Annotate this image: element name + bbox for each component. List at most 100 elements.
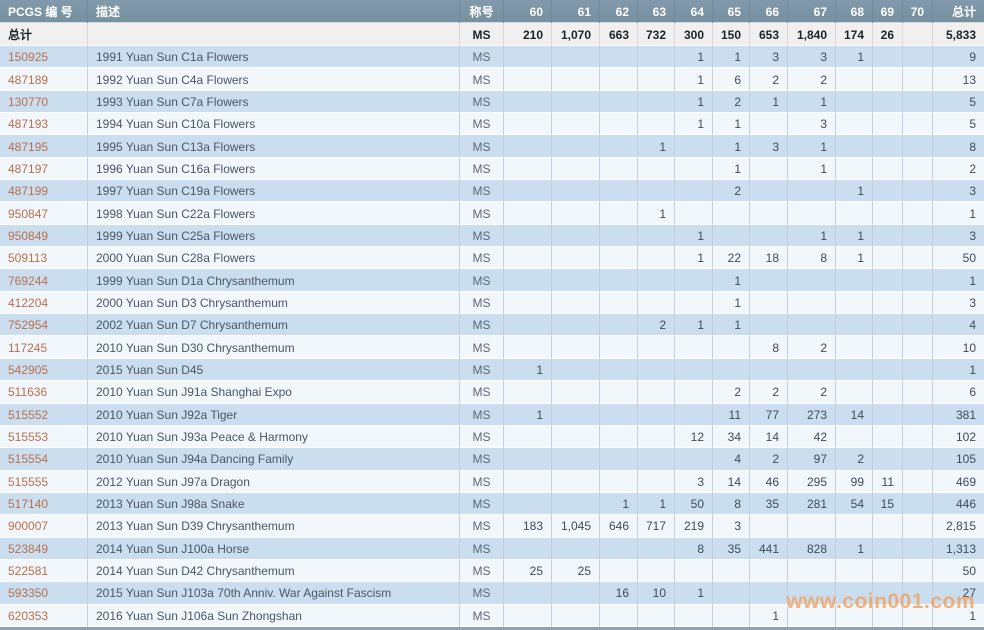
grade-68-count [836,291,873,315]
designation: MS [460,470,504,493]
totals-designation: MS [460,23,504,46]
pcgs-number-link[interactable]: 487197 [8,161,49,176]
grade-70-count [903,157,933,181]
pcgs-number-link[interactable]: 487193 [8,117,49,132]
pcgs-number-link[interactable]: 950847 [8,206,49,221]
grade-62-count [600,269,638,292]
table-row: 950847 1998 Yuan Sun C22a Flowers MS 1 1 [0,202,984,225]
coin-description: 2010 Yuan Sun J91a Shanghai Expo [88,381,460,404]
header-grade-67: 67 [788,0,836,23]
grade-63-count [638,90,675,114]
header-grade-62: 62 [600,0,638,23]
grade-61-count [552,46,600,69]
grade-65-count [713,604,750,627]
pcgs-number-link[interactable]: 593350 [8,586,49,601]
grade-60-count: 1 [504,403,552,426]
pcgs-number-link[interactable]: 769244 [8,273,49,288]
table-row: 515555 2012 Yuan Sun J97a Dragon MS 3 14… [0,470,984,493]
grade-62-count [600,403,638,426]
designation: MS [460,381,504,404]
grade-67-count: 1 [788,90,836,114]
grade-65-count: 11 [713,403,750,426]
pcgs-number-link[interactable]: 130770 [8,94,49,109]
pcgs-number-link[interactable]: 515553 [8,430,49,445]
table-row: 523849 2014 Yuan Sun J100a Horse MS 8 35… [0,537,984,560]
grade-60-count [504,180,552,203]
grade-68-count: 1 [836,247,873,270]
grade-70-count [903,425,933,449]
coin-description: 1997 Yuan Sun C19a Flowers [88,180,460,203]
pcgs-number-link[interactable]: 522581 [8,564,49,579]
grade-65-count [713,202,750,225]
header-grade-68: 68 [836,0,873,23]
grade-61-count [552,113,600,136]
grade-64-count [675,291,713,315]
table-row: 117245 2010 Yuan Sun D30 Chrysanthemum M… [0,336,984,359]
grade-69-count [873,157,903,181]
pcgs-number-link[interactable]: 620353 [8,608,49,623]
pcgs-number-link[interactable]: 487195 [8,139,49,154]
designation: MS [460,90,504,114]
grade-70-count [903,492,933,516]
pcgs-number-link[interactable]: 117245 [8,340,48,355]
pcgs-number-link[interactable]: 515552 [8,407,49,422]
pcgs-number-link[interactable]: 150925 [8,50,49,65]
grade-65-count [713,224,750,248]
pcgs-number-link[interactable]: 752954 [8,318,49,333]
pcgs-number-link[interactable]: 900007 [8,519,49,534]
pcgs-number-cell: 150925 [0,46,88,69]
grade-61-count [552,537,600,560]
grade-62-count [600,358,638,382]
designation: MS [460,68,504,91]
pcgs-number-link[interactable]: 523849 [8,541,49,556]
grade-61-count [552,68,600,91]
designation: MS [460,113,504,136]
grade-67-count [788,202,836,225]
grade-68-count [836,202,873,225]
grade-61-count [552,269,600,292]
grade-66-count: 77 [750,403,788,426]
grade-62-count: 16 [600,582,638,605]
grade-61-count [552,202,600,225]
row-total: 5 [969,94,976,109]
grade-62-count [600,425,638,449]
designation: MS [460,559,504,583]
grade-67-count: 295 [788,470,836,493]
designation: MS [460,515,504,538]
coin-description: 2010 Yuan Sun J92a Tiger [88,403,460,426]
totals-grade-62: 663 [600,23,638,46]
coin-description: 2000 Yuan Sun C28a Flowers [88,247,460,270]
coin-description: 2014 Yuan Sun D42 Chrysanthemum [88,559,460,583]
grade-63-count: 717 [638,515,675,538]
grade-66-count [750,224,788,248]
grade-66-count: 18 [750,247,788,270]
grade-66-count: 1 [750,604,788,627]
grade-67-count: 8 [788,247,836,270]
grade-70-count [903,582,933,605]
grade-60-count [504,336,552,359]
pcgs-number-link[interactable]: 487199 [8,184,49,199]
pcgs-number-link[interactable]: 487189 [8,72,49,87]
grade-61-count [552,582,600,605]
grade-68-count [836,135,873,158]
pcgs-number-link[interactable]: 950849 [8,228,49,243]
pcgs-number-link[interactable]: 517140 [8,497,49,512]
grade-69-count [873,46,903,69]
row-total: 8 [969,139,976,154]
pcgs-number-cell: 523849 [0,537,88,560]
table-row: 150925 1991 Yuan Sun C1a Flowers MS 1 1 … [0,46,984,69]
pcgs-number-link[interactable]: 412204 [8,295,49,310]
pcgs-number-link[interactable]: 515555 [8,474,49,489]
grade-63-count [638,68,675,91]
header-grade-69: 69 [873,0,903,23]
grade-63-count [638,336,675,359]
pcgs-number-link[interactable]: 509113 [8,251,48,266]
grade-67-count: 1 [788,135,836,158]
grade-61-count [552,425,600,449]
pcgs-number-link[interactable]: 542905 [8,362,49,377]
grade-60-count [504,68,552,91]
pcgs-number-link[interactable]: 515554 [8,452,49,467]
grade-61-count [552,224,600,248]
designation: MS [460,157,504,181]
pcgs-number-link[interactable]: 511636 [8,385,48,400]
